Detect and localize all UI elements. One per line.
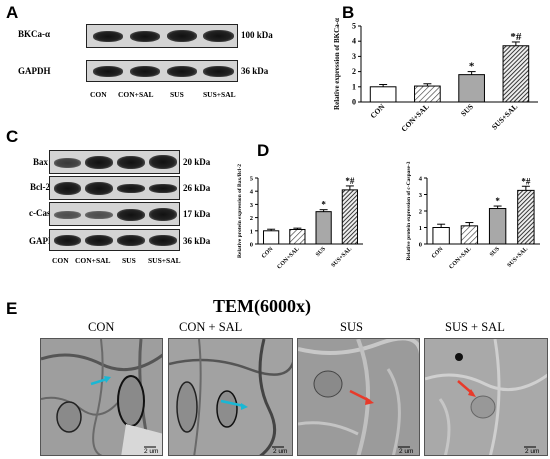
category-label: SUS	[459, 102, 475, 118]
blot-c-lane-label: CON+SAL	[75, 256, 111, 265]
y-tick-label: 3	[419, 192, 423, 199]
category-label: SUS+SAL	[490, 102, 519, 131]
tem-label: CON	[88, 320, 115, 334]
category-label: SUS+SAL	[507, 246, 530, 269]
y-tick-label: 3	[250, 202, 254, 209]
chart-d-right: 0 1 2 3 4 Relative protein expression of c-Ca…	[406, 161, 540, 271]
chart-d-left: 0 1 2 3 4 5 Relative protein expression of Bax…	[237, 164, 363, 271]
panel-label-a: A	[6, 3, 19, 22]
significance-label: *	[469, 61, 475, 73]
bar	[315, 211, 332, 245]
category-label: CON+SAL	[399, 102, 430, 133]
blot-a-lane-label: SUS+SAL	[203, 90, 236, 99]
panel-label-b: B	[342, 3, 355, 22]
significance-label: *	[321, 200, 326, 210]
y-axis-label: Relative protein expression of c-Caspase…	[406, 161, 412, 260]
blot-a-lane-label: CON	[90, 90, 107, 99]
category-label: SUS	[315, 246, 327, 258]
tem-image-sus-sal: 2 um	[424, 338, 548, 456]
scale-label: 2 um	[525, 448, 540, 455]
blot-a-size: 36 kDa	[241, 66, 269, 76]
tem-label: SUS	[340, 320, 363, 334]
category-label: CON	[261, 246, 275, 260]
panel-label-c: C	[6, 127, 19, 146]
tem-label: CON + SAL	[179, 320, 243, 334]
bar	[502, 45, 530, 103]
bar	[517, 189, 535, 245]
bar	[263, 230, 280, 245]
bar	[414, 85, 441, 103]
y-tick-label: 1	[250, 228, 253, 235]
y-axis-label: Relative expression of BKCa-α	[333, 18, 341, 110]
blot-c-size: 26 kDa	[183, 183, 211, 193]
blot-a-lane-label: CON+SAL	[118, 90, 154, 99]
blot-c-strip	[49, 176, 180, 200]
y-tick-label: 1	[352, 82, 356, 91]
y-tick-label: 0	[352, 98, 356, 107]
panel-label-e: E	[6, 299, 18, 318]
y-tick-label: 4	[352, 37, 356, 46]
category-label: CON+SAL	[448, 246, 472, 270]
significance-label: *	[495, 196, 500, 206]
category-label: SUS+SAL	[331, 246, 354, 269]
bar	[458, 74, 485, 103]
category-label: SUS	[489, 246, 501, 258]
significance-label: *#	[510, 31, 522, 43]
tem-image-con-sal: 2 um	[168, 338, 293, 456]
bar	[488, 208, 507, 245]
y-tick-label: 2	[250, 215, 253, 222]
scale-label: 2 um	[399, 448, 414, 455]
blot-a-size: 100 kDa	[241, 30, 273, 40]
blot-c-lane-label: SUS+SAL	[148, 256, 181, 265]
category-label: CON	[431, 246, 445, 260]
bar	[460, 225, 479, 245]
y-tick-label: 4	[419, 176, 423, 183]
category-label: CON+SAL	[276, 246, 300, 270]
blot-c-size: 20 kDa	[183, 157, 211, 167]
y-tick-label: 1	[419, 225, 422, 232]
tem-image-con: 2 um	[40, 338, 163, 456]
blot-c-row-label: Bcl-2	[30, 182, 50, 192]
y-tick-label: 0	[419, 242, 422, 249]
y-tick-label: 5	[352, 22, 356, 31]
y-tick-label: 5	[250, 176, 254, 183]
y-tick-label: 0	[250, 242, 253, 249]
panel-label-d: D	[257, 141, 270, 160]
blot-a-row-label: GAPDH	[18, 66, 51, 76]
blot-c-strip	[49, 150, 180, 174]
y-tick-label: 2	[419, 209, 422, 216]
blot-a-strip	[86, 60, 238, 82]
blot-c-strip	[49, 229, 180, 251]
blot-c-size: 17 kDa	[183, 209, 211, 219]
y-axis-label: Relative protein expression of Bax/Bcl-2	[237, 164, 243, 258]
y-tick-label: 2	[352, 67, 356, 76]
blot-a-strip	[86, 24, 238, 48]
bar	[341, 189, 358, 245]
y-tick-label: 3	[352, 52, 356, 61]
bar	[369, 86, 397, 103]
blot-c-row-label: Bax	[33, 157, 49, 167]
chart-b: 0 1 2 3 4 5 Relative expression of BKCa-α CON CO…	[333, 18, 538, 134]
significance-label: *#	[521, 176, 531, 186]
y-tick-label: 4	[250, 189, 254, 196]
scale-label: 2 um	[273, 448, 288, 455]
category-label: CON	[368, 102, 387, 121]
significance-label: *#	[345, 176, 355, 186]
bar	[432, 227, 450, 245]
blot-c-size: 36 kDa	[183, 236, 211, 246]
tem-image-sus: 2 um	[297, 338, 420, 456]
tem-label: SUS + SAL	[445, 320, 505, 334]
scale-label: 2 um	[144, 448, 159, 455]
blot-c-lane-label: SUS	[122, 256, 136, 265]
bar	[289, 228, 306, 245]
blot-a-row-label: BKCa-α	[18, 29, 51, 39]
blot-c-strip	[49, 202, 180, 226]
blot-c-row-label: GAPDH	[29, 236, 62, 246]
tem-title: TEM(6000x)	[213, 296, 311, 316]
blot-a-lane-label: SUS	[170, 90, 184, 99]
blot-c-lane-label: CON	[52, 256, 69, 265]
